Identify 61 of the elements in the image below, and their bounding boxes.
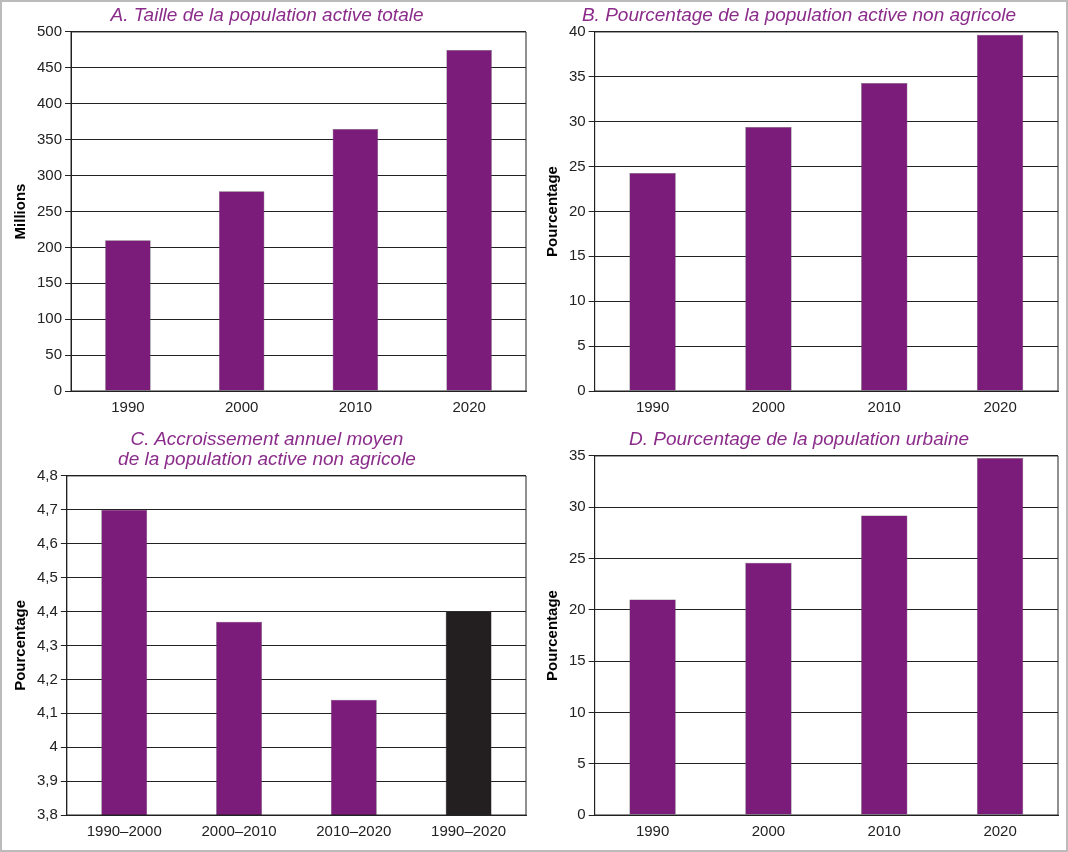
y-tick-label: 350 [37, 129, 63, 147]
x-tick-label: 1990 [635, 398, 670, 416]
y-tick-label: 25 [569, 156, 586, 174]
x-tick-label: 2000 [224, 398, 259, 416]
y-tick-label: 4,3 [36, 635, 58, 653]
y-tick-label: 15 [569, 651, 586, 669]
x-tick-label: 1990–2000 [86, 822, 162, 840]
y-tick-label: 15 [569, 246, 586, 264]
y-tick-label: 4,5 [36, 567, 58, 585]
y-tick-label: 3,9 [36, 771, 58, 789]
y-tick-label: 450 [37, 58, 63, 75]
y-tick-label: 0 [577, 381, 586, 399]
x-tick-label: 2020 [983, 398, 1017, 416]
chart-title: A. Taille de la population active totale [109, 4, 424, 26]
x-tick-label: 2000–2010 [201, 822, 277, 840]
y-axis-title: Millions [11, 183, 29, 240]
y-tick-label: 400 [37, 93, 63, 111]
y-tick-label: 35 [569, 66, 586, 84]
y-axis-title: Pourcentage [11, 600, 29, 691]
x-tick-label: 2010 [867, 822, 901, 840]
y-tick-label: 20 [569, 599, 586, 617]
y-tick-label: 250 [37, 201, 63, 219]
y-tick-label: 0 [53, 381, 63, 399]
x-tick-label: 1990–2020 [431, 822, 507, 840]
y-tick-label: 4,1 [36, 703, 58, 721]
y-tick-label: 25 [569, 548, 586, 566]
chart-title: D. Pourcentage de la population urbaine [628, 428, 970, 450]
y-tick-label: 10 [569, 291, 586, 309]
chart-title: C. Accroissement annuel moyen de la population active non agricole [118, 428, 416, 470]
y-tick-label: 4,7 [36, 499, 58, 517]
y-tick-label: 4,4 [36, 601, 58, 619]
y-tick-label: 4,6 [36, 533, 58, 551]
x-tick-label: 2010 [867, 398, 901, 416]
y-tick-label: 4,8 [36, 466, 58, 484]
y-axis-title: Pourcentage [543, 166, 561, 257]
y-tick-label: 150 [37, 273, 63, 291]
y-tick-label: 3,8 [36, 805, 58, 823]
x-tick-label: 2010 [338, 398, 373, 416]
y-tick-label: 50 [45, 345, 63, 363]
y-tick-label: 5 [577, 336, 586, 354]
y-tick-label: 4 [49, 737, 58, 755]
y-tick-label: 30 [569, 497, 586, 515]
y-tick-label: 100 [37, 309, 63, 327]
y-axis-title: Pourcentage [543, 590, 561, 681]
y-tick-label: 30 [569, 111, 586, 129]
y-tick-label: 500 [37, 22, 63, 40]
x-tick-label: 2020 [983, 822, 1017, 840]
x-tick-label: 2000 [751, 398, 786, 416]
y-tick-label: 300 [37, 165, 63, 183]
x-tick-label: 1990 [635, 822, 670, 840]
y-tick-label: 0 [577, 805, 586, 823]
y-tick-label: 200 [37, 237, 63, 255]
y-tick-label: 10 [569, 702, 586, 720]
y-tick-label: 4,2 [36, 669, 58, 687]
x-tick-label: 2020 [452, 398, 486, 416]
y-tick-label: 5 [577, 753, 586, 771]
x-tick-label: 1990 [111, 398, 145, 416]
y-tick-label: 20 [569, 201, 586, 219]
x-tick-label: 2000 [751, 822, 786, 840]
x-tick-label: 2010–2020 [316, 822, 392, 840]
y-tick-label: 35 [569, 446, 586, 464]
